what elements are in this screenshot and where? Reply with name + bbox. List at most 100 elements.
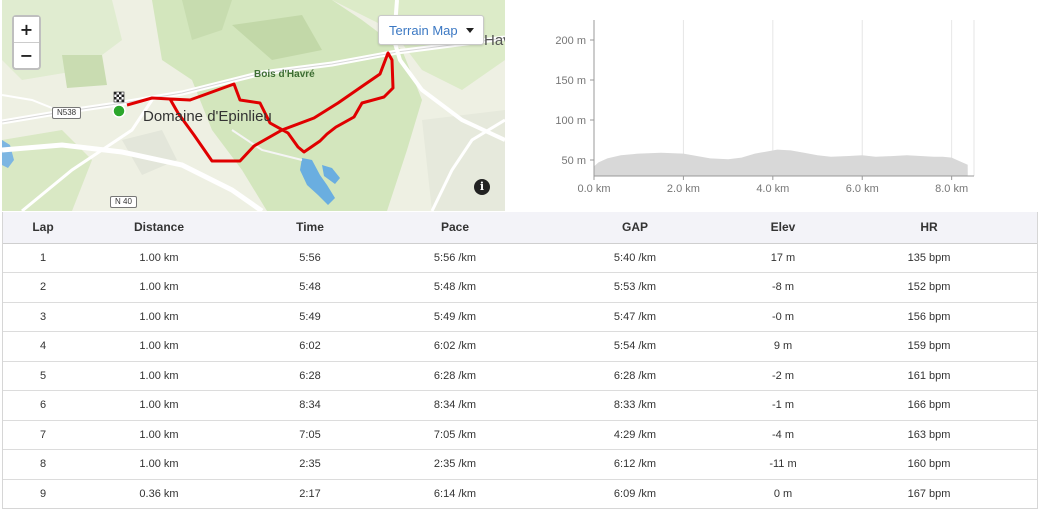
cell-gap: 8:33 /km xyxy=(613,399,657,412)
cell-time: 2:17 xyxy=(299,487,321,500)
cell-distance: 1.00 km xyxy=(139,340,179,353)
header-pace[interactable]: Pace xyxy=(440,220,470,235)
cell-distance: 0.36 km xyxy=(139,487,179,500)
cell-pace: 5:49 /km xyxy=(433,310,477,323)
laps-body: 1 1.00 km 5:56 5:56 /km 5:40 /km 17 m 135 bpm … xyxy=(2,243,1038,509)
table-row[interactable]: 8 1.00 km 2:35 2:35 /km 6:12 /km -11 m 160 bpm xyxy=(2,450,1038,479)
cell-lap: 7 xyxy=(39,428,47,441)
cell-time: 5:49 xyxy=(299,310,321,323)
header-lap[interactable]: Lap xyxy=(32,220,54,235)
cell-gap: 5:47 /km xyxy=(613,310,657,323)
cell-hr: 152 bpm xyxy=(907,281,951,294)
terrain-map-label: Terrain Map xyxy=(389,22,458,38)
cell-time: 6:28 xyxy=(299,369,321,382)
cell-distance: 1.00 km xyxy=(139,428,179,441)
table-row[interactable]: 9 0.36 km 2:17 6:14 /km 6:09 /km 0 m 167 bpm xyxy=(2,479,1038,509)
cell-pace: 8:34 /km xyxy=(433,399,477,412)
cell-hr: 166 bpm xyxy=(907,399,951,412)
cell-time: 7:05 xyxy=(299,428,321,441)
cell-hr: 135 bpm xyxy=(907,251,951,264)
cell-hr: 159 bpm xyxy=(907,340,951,353)
cell-distance: 1.00 km xyxy=(139,369,179,382)
cell-time: 6:02 xyxy=(299,340,321,353)
header-hr[interactable]: HR xyxy=(920,220,938,235)
info-icon[interactable]: i xyxy=(474,179,490,195)
cell-elev: -4 m xyxy=(772,428,794,441)
road-shield-n538: N538 xyxy=(52,107,82,119)
cell-lap: 9 xyxy=(39,487,47,500)
cell-elev: -8 m xyxy=(772,281,794,294)
y-tick-label: 100 m xyxy=(555,115,586,127)
x-tick-label: 0.0 km xyxy=(577,183,610,195)
cell-hr: 167 bpm xyxy=(907,487,951,500)
cell-pace: 6:02 /km xyxy=(433,340,477,353)
zoom-in-button[interactable]: + xyxy=(14,17,39,42)
cell-lap: 8 xyxy=(39,458,47,471)
laps-table: Lap Distance Time Pace GAP Elev HR 1 1.00… xyxy=(2,212,1038,509)
cell-elev: -2 m xyxy=(772,369,794,382)
map-label-havre: Havré xyxy=(484,32,505,49)
header-distance[interactable]: Distance xyxy=(133,220,185,235)
map-label-domaine: Domaine d'Epinlieu xyxy=(143,108,272,125)
terrain-map-dropdown[interactable]: Terrain Map xyxy=(378,15,484,45)
table-row[interactable]: 1 1.00 km 5:56 5:56 /km 5:40 /km 17 m 135 bpm xyxy=(2,243,1038,273)
x-tick-label: 8.0 km xyxy=(935,183,968,195)
cell-gap: 5:40 /km xyxy=(613,251,657,264)
zoom-control: + − xyxy=(12,15,41,70)
cell-hr: 161 bpm xyxy=(907,369,951,382)
table-row[interactable]: 4 1.00 km 6:02 6:02 /km 5:54 /km 9 m 159 bpm xyxy=(2,332,1038,361)
cell-time: 5:48 xyxy=(299,281,321,294)
road-shield-n40: N 40 xyxy=(110,196,137,208)
cell-lap: 2 xyxy=(39,281,47,294)
route-map[interactable]: Domaine d'Epinlieu Bois d'Havré Havré N5… xyxy=(2,0,505,211)
cell-time: 8:34 xyxy=(299,399,321,412)
y-tick-label: 150 m xyxy=(555,75,586,87)
cell-pace: 6:28 /km xyxy=(433,369,477,382)
chart-tick-labels: 50 m 100 m 150 m 200 m 0.0 km 2.0 km 4.0 km 6.0… xyxy=(555,35,968,195)
cell-gap: 4:29 /km xyxy=(613,428,657,441)
header-gap[interactable]: GAP xyxy=(621,220,648,235)
table-row[interactable]: 7 1.00 km 7:05 7:05 /km 4:29 /km -4 m 163 bpm xyxy=(2,420,1038,450)
header-elev[interactable]: Elev xyxy=(770,220,796,235)
cell-gap: 6:12 /km xyxy=(613,458,657,471)
laps-header-row: Lap Distance Time Pace GAP Elev HR xyxy=(2,212,1038,243)
cell-gap: 6:28 /km xyxy=(613,369,657,382)
cell-gap: 5:53 /km xyxy=(613,281,657,294)
cell-time: 2:35 xyxy=(299,458,321,471)
table-row[interactable]: 2 1.00 km 5:48 5:48 /km 5:53 /km -8 m 152 bpm xyxy=(2,273,1038,302)
cell-distance: 1.00 km xyxy=(139,251,179,264)
cell-distance: 1.00 km xyxy=(139,310,179,323)
cell-elev: 9 m xyxy=(773,340,793,353)
table-row[interactable]: 3 1.00 km 5:49 5:49 /km 5:47 /km -0 m 156 bpm xyxy=(2,302,1038,332)
cell-lap: 5 xyxy=(39,369,47,382)
finish-flag-icon xyxy=(113,91,125,103)
caret-down-icon xyxy=(465,27,474,33)
cell-pace: 6:14 /km xyxy=(433,487,477,500)
cell-hr: 163 bpm xyxy=(907,428,951,441)
cell-distance: 1.00 km xyxy=(139,281,179,294)
x-tick-label: 6.0 km xyxy=(846,183,879,195)
table-row[interactable]: 6 1.00 km 8:34 8:34 /km 8:33 /km -1 m 166 bpm xyxy=(2,391,1038,420)
table-row[interactable]: 5 1.00 km 6:28 6:28 /km 6:28 /km -2 m 161 bpm xyxy=(2,361,1038,391)
x-tick-label: 2.0 km xyxy=(667,183,700,195)
route-line xyxy=(126,51,395,163)
cell-elev: -11 m xyxy=(769,458,797,471)
cell-elev: 0 m xyxy=(773,487,793,500)
cell-lap: 3 xyxy=(39,310,47,323)
y-tick-label: 200 m xyxy=(555,35,586,47)
cell-gap: 6:09 /km xyxy=(613,487,657,500)
cell-distance: 1.00 km xyxy=(139,458,179,471)
cell-time: 5:56 xyxy=(299,251,321,264)
cell-pace: 2:35 /km xyxy=(433,458,477,471)
cell-lap: 1 xyxy=(39,251,47,264)
cell-hr: 156 bpm xyxy=(907,310,951,323)
header-time[interactable]: Time xyxy=(296,220,324,235)
elevation-chart: 50 m 100 m 150 m 200 m 0.0 km 2.0 km 4.0 km 6.0… xyxy=(555,20,975,195)
cell-elev: -0 m xyxy=(772,310,794,323)
cell-gap: 5:54 /km xyxy=(613,340,657,353)
cell-hr: 160 bpm xyxy=(907,458,951,471)
zoom-out-button[interactable]: − xyxy=(14,42,39,67)
cell-pace: 7:05 /km xyxy=(433,428,477,441)
chart-axes xyxy=(590,20,974,180)
cell-pace: 5:56 /km xyxy=(433,251,477,264)
